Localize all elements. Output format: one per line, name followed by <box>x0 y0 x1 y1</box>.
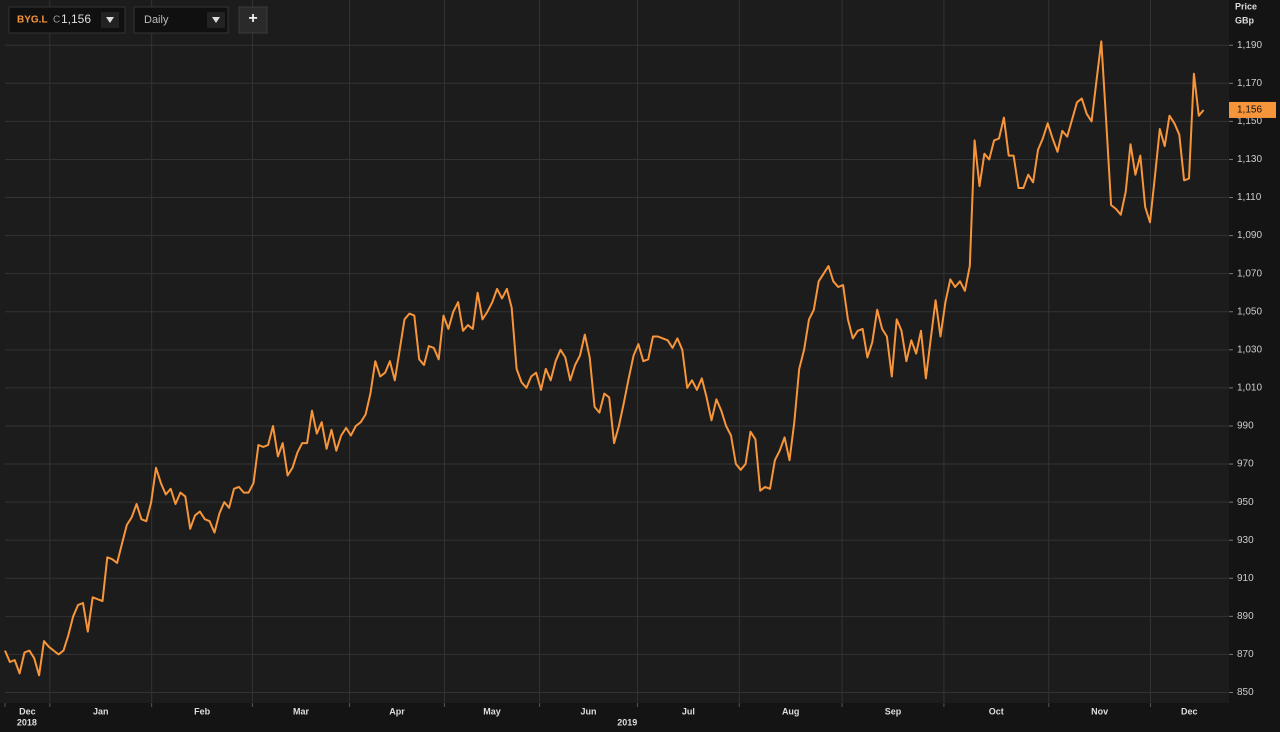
y-tick-label: 1,110 <box>1237 192 1262 203</box>
x-tick-label: Sep <box>885 706 902 716</box>
x-tick-label: Jun <box>580 706 596 716</box>
y-tick-label: 850 <box>1237 687 1254 698</box>
last-value-label: 1,156 <box>1237 105 1262 116</box>
price-line <box>4 40 1205 677</box>
y-tick-label: 1,030 <box>1237 344 1262 355</box>
x-tick-label: Aug <box>782 706 800 716</box>
x-tick-label: Apr <box>389 706 405 716</box>
y-tick-label: 1,050 <box>1237 306 1262 317</box>
dropdown-arrow <box>212 17 220 23</box>
y-axis-panel <box>1229 0 1280 732</box>
x-axis-panel <box>0 703 1229 732</box>
close-prefix: C <box>53 15 60 26</box>
year-label: 2019 <box>617 717 637 727</box>
y-tick-label: 1,070 <box>1237 268 1262 279</box>
y-tick-label: 890 <box>1237 611 1254 622</box>
year-label: 2018 <box>17 717 37 727</box>
ric: BYG.L <box>17 15 48 26</box>
y-tick-label: 910 <box>1237 573 1254 584</box>
y-tick-label: 970 <box>1237 459 1254 470</box>
x-tick-label: Jul <box>682 706 695 716</box>
y-tick-label: 1,150 <box>1237 116 1262 127</box>
x-tick-label: Oct <box>989 706 1004 716</box>
y-tick-label: 1,190 <box>1237 40 1262 51</box>
y-tick-label: 1,010 <box>1237 383 1262 394</box>
y-tick-label: 870 <box>1237 649 1254 660</box>
y-tick-label: 990 <box>1237 421 1254 432</box>
add-button[interactable] <box>238 6 268 34</box>
x-tick-label: Nov <box>1091 706 1108 716</box>
x-tick-label: Dec <box>19 706 36 716</box>
y-tick-label: 1,090 <box>1237 230 1262 241</box>
interval: Daily <box>144 14 169 26</box>
x-tick-label: Feb <box>194 706 211 716</box>
y-tick-label: 950 <box>1237 497 1254 508</box>
x-tick-label: May <box>483 706 501 716</box>
x-tick-label: Dec <box>1181 706 1198 716</box>
close-price: 1,156 <box>61 12 91 26</box>
y-axis-unit: GBp <box>1235 15 1255 25</box>
y-tick-label: 1,130 <box>1237 154 1262 165</box>
last-value-box <box>1229 101 1276 118</box>
y-axis-title: Price <box>1235 1 1257 11</box>
x-tick-label: Mar <box>293 706 310 716</box>
plot-background <box>0 0 1229 703</box>
add-label: + <box>248 10 257 27</box>
y-tick-label: 930 <box>1237 535 1254 546</box>
x-tick-label: Jan <box>93 706 109 716</box>
y-tick-label: 1,170 <box>1237 78 1262 89</box>
dropdown-arrow <box>106 17 114 23</box>
